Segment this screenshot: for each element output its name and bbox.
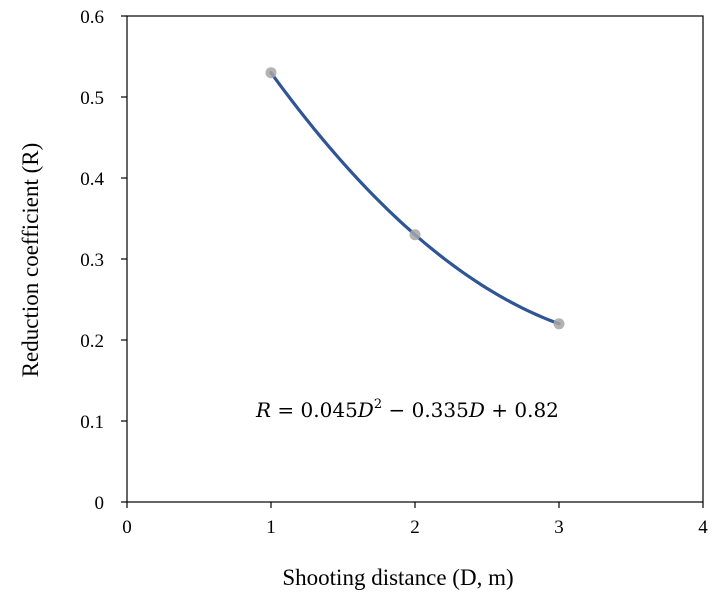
x-tick-label: 0 bbox=[122, 517, 132, 538]
equation-tail1: − 0.335 bbox=[382, 398, 469, 422]
trendline-curve bbox=[269, 71, 561, 326]
data-point bbox=[553, 318, 565, 330]
x-tick-label: 1 bbox=[266, 517, 276, 538]
y-tick-label: 0 bbox=[95, 493, 105, 514]
y-tick-label: 0.3 bbox=[80, 250, 104, 271]
x-tick-label: 4 bbox=[698, 517, 708, 538]
x-tick-label: 3 bbox=[554, 517, 564, 538]
ticks: 0 1 2 3 4 0 0.1 0.2 0.3 0.4 0.5 0.6 bbox=[80, 7, 708, 538]
equation-var2: D bbox=[468, 398, 485, 422]
y-tick-label: 0.2 bbox=[80, 331, 104, 352]
equation-mid: = 0.045 bbox=[271, 398, 358, 422]
trendline bbox=[269, 71, 561, 326]
axes bbox=[126, 15, 704, 503]
plot-frame bbox=[126, 15, 704, 503]
y-axis-title: Reduction coefficient (R) bbox=[18, 143, 43, 378]
data-point bbox=[265, 67, 277, 79]
data-points bbox=[265, 67, 565, 330]
x-axis-title: Shooting distance (D, m) bbox=[282, 565, 513, 590]
y-tick-label: 0.6 bbox=[80, 7, 104, 28]
data-point bbox=[409, 229, 421, 241]
y-tick-label: 0.4 bbox=[80, 169, 104, 190]
y-tick-label: 0.5 bbox=[80, 88, 104, 109]
equation-var: D bbox=[357, 398, 374, 422]
equation-lhs: R bbox=[255, 398, 271, 422]
equation-tail2: + 0.82 bbox=[485, 398, 559, 422]
equation-exp: 2 bbox=[374, 397, 382, 412]
x-tick-label: 2 bbox=[410, 517, 420, 538]
y-tick-label: 0.1 bbox=[80, 412, 104, 433]
trendline-equation: R = 0.045D2 − 0.335D + 0.82 bbox=[255, 397, 559, 422]
